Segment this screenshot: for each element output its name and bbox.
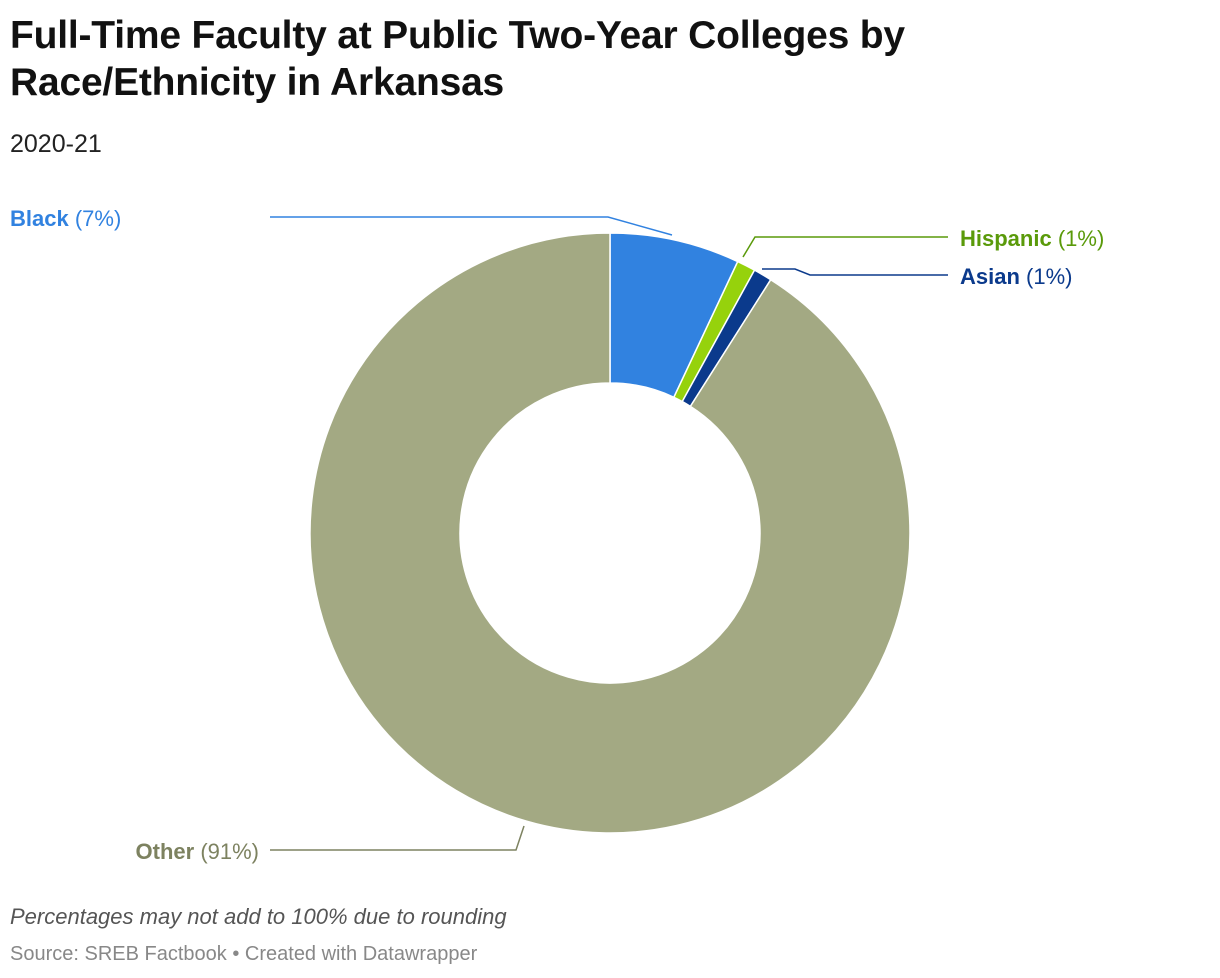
slice-label-asian: Asian (1%) bbox=[960, 264, 1072, 289]
leader-line-asian bbox=[762, 268, 948, 276]
slice-label-hispanic: Hispanic (1%) bbox=[960, 226, 1104, 251]
donut-chart: Black (7%)Hispanic (1%)Asian (1%)Other (… bbox=[10, 206, 1104, 864]
chart-subtitle: 2020-21 bbox=[10, 130, 102, 158]
slice-label-name-asian: Asian bbox=[960, 264, 1020, 289]
source-text: Source: SREB Factbook bbox=[10, 943, 227, 965]
slice-label-value-hispanic: (1%) bbox=[1052, 226, 1105, 251]
leader-line-black bbox=[270, 216, 673, 236]
slice-label-name-other: Other bbox=[136, 839, 195, 864]
slice-label-value-asian: (1%) bbox=[1020, 264, 1073, 289]
chart-note: Percentages may not add to 100% due to r… bbox=[10, 904, 507, 929]
leader-line-hispanic bbox=[742, 236, 948, 258]
chart-title: Full-Time Faculty at Public Two-Year Col… bbox=[10, 14, 905, 104]
slice-other[interactable] bbox=[309, 232, 911, 834]
slice-label-value-black: (7%) bbox=[69, 206, 122, 231]
slice-label-value-other: (91%) bbox=[194, 839, 259, 864]
slice-label-other: Other (91%) bbox=[136, 839, 259, 864]
slice-label-name-black: Black bbox=[10, 206, 69, 231]
leader-line-other bbox=[270, 825, 525, 851]
source-separator: • bbox=[226, 943, 245, 965]
slice-label-name-hispanic: Hispanic bbox=[960, 226, 1052, 251]
credit-link[interactable]: Created with Datawrapper bbox=[244, 943, 478, 965]
chart-source: Source: SREB Factbook • Created with Dat… bbox=[10, 943, 477, 966]
slice-label-black: Black (7%) bbox=[10, 206, 121, 231]
